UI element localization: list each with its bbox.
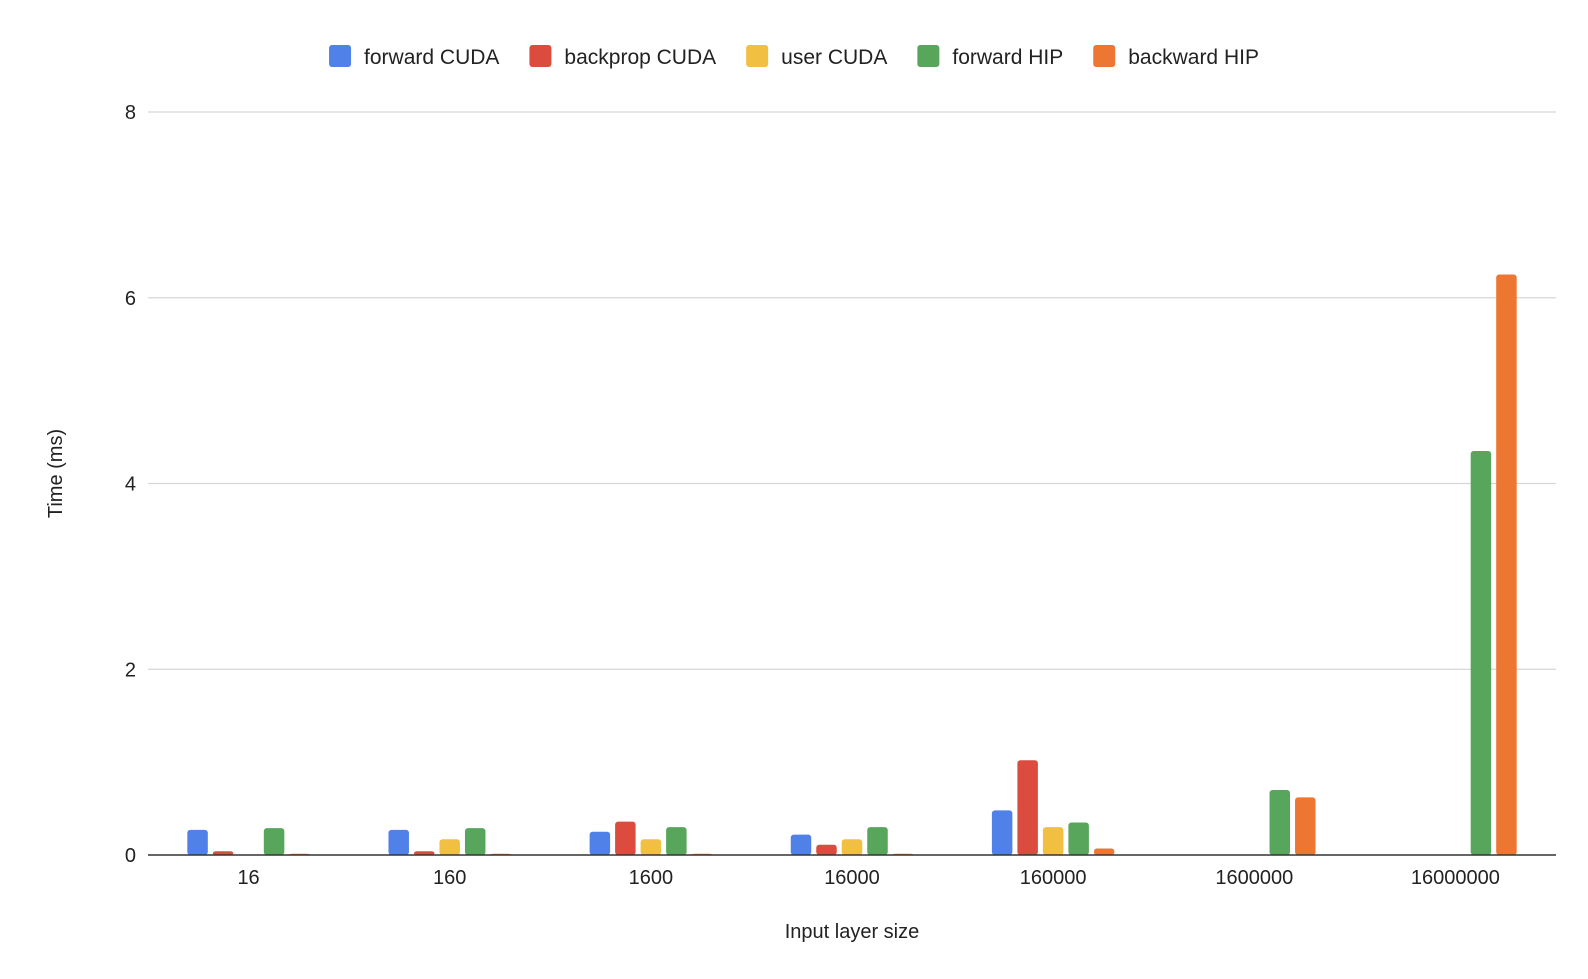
bar [1017, 760, 1038, 855]
x-tick-label: 160000 [1020, 867, 1087, 889]
x-tick-label: 160 [433, 867, 466, 889]
legend-item: user CUDA [746, 45, 887, 69]
legend-swatch [529, 45, 552, 67]
legend-label: forward CUDA [364, 46, 499, 69]
y-tick-label: 8 [125, 102, 136, 124]
x-tick-label: 16000 [824, 867, 880, 889]
legend-swatch [917, 45, 940, 67]
legend-swatch [746, 45, 769, 67]
legend-label: backprop CUDA [564, 46, 716, 69]
y-tick-label: 6 [125, 288, 136, 310]
legend-item: backprop CUDA [529, 45, 716, 69]
x-tick-label: 1600 [629, 867, 674, 889]
bar [1042, 827, 1064, 855]
bar [413, 851, 435, 855]
gridlines [148, 111, 1556, 670]
y-axis-title: Time (ms) [45, 429, 67, 518]
bar [187, 829, 208, 855]
bar [1496, 274, 1517, 855]
bar [615, 821, 636, 855]
bar [790, 834, 812, 855]
bars [187, 274, 1517, 855]
bar [1269, 789, 1291, 855]
legend: forward CUDA backprop CUDA user CUDA forwar… [329, 45, 1259, 69]
legend-label: user CUDA [781, 46, 887, 69]
legend-label: forward HIP [952, 46, 1063, 69]
x-tick-label: 1600000 [1215, 867, 1293, 889]
bar [816, 844, 837, 855]
bar [1295, 797, 1316, 855]
x-tick-label: 16 [237, 867, 259, 889]
legend-item: backward HIP [1093, 45, 1259, 69]
bar [212, 851, 234, 855]
legend-item: forward CUDA [329, 45, 499, 69]
y-tick-label: 0 [125, 845, 136, 867]
bar [991, 810, 1013, 855]
bar [666, 827, 687, 855]
y-tick-label: 4 [125, 474, 136, 496]
bar [640, 839, 662, 855]
x-tick-label: 16000000 [1411, 867, 1500, 889]
y-axis-ticks: 0 2 4 6 8 [125, 102, 136, 867]
bar [1093, 848, 1115, 855]
bar [867, 827, 888, 855]
bar [1068, 822, 1089, 855]
x-axis-ticks: 16 160 1600 16000 160000 1600000 16000000 [237, 867, 1499, 889]
bar [388, 829, 409, 855]
legend-label: backward HIP [1128, 46, 1259, 69]
bar [464, 828, 486, 855]
x-axis-title: Input layer size [785, 921, 920, 943]
legend-item: forward HIP [917, 45, 1063, 69]
bar [439, 839, 460, 855]
bar [263, 828, 285, 855]
y-tick-label: 2 [125, 659, 136, 681]
bar [841, 839, 863, 855]
legend-swatch [329, 45, 352, 67]
legend-swatch [1093, 45, 1116, 67]
bar [1470, 450, 1492, 855]
bar [589, 831, 611, 855]
